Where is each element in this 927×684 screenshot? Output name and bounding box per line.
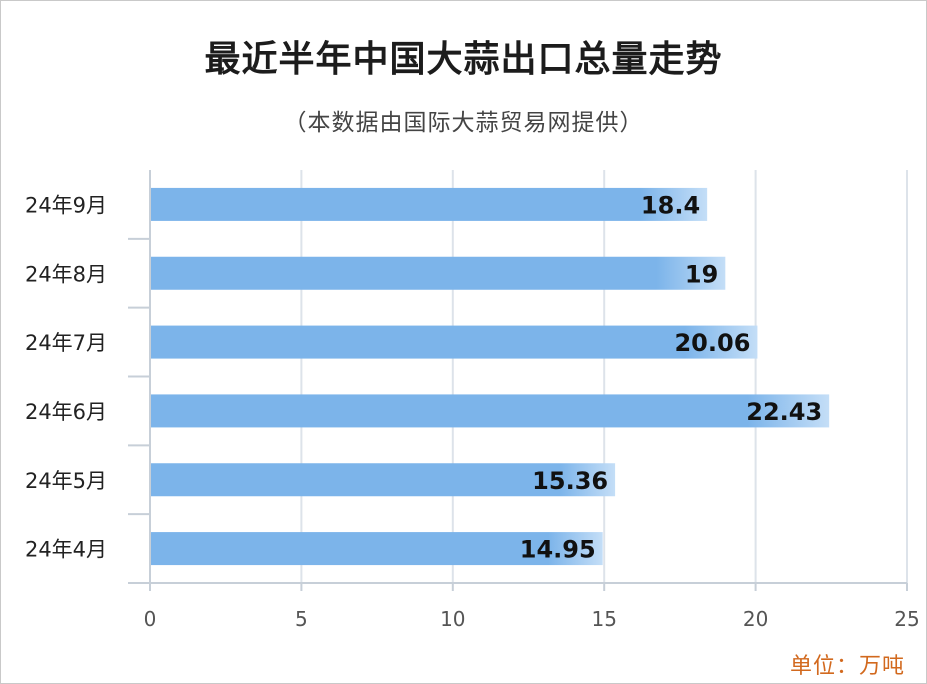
x-tick-label: 10 — [440, 607, 465, 631]
grid-lines — [300, 170, 908, 583]
category-label: 24年8月 — [25, 262, 107, 286]
bar — [151, 394, 830, 428]
bars — [151, 187, 830, 566]
category-label: 24年4月 — [25, 538, 107, 562]
chart-title: 最近半年中国大蒜出口总量走势 — [204, 39, 723, 80]
bar-value-label: 15.36 — [532, 467, 608, 495]
chart-subtitle: （本数据由国际大蒜贸易网提供） — [283, 110, 644, 136]
x-tick-label: 25 — [894, 607, 919, 631]
bar — [151, 256, 726, 290]
category-label: 24年5月 — [25, 469, 107, 493]
bar-value-label: 19 — [685, 260, 718, 288]
bar-value-label: 14.95 — [520, 536, 596, 564]
bar-value-label: 22.43 — [746, 398, 822, 426]
x-tick-label: 5 — [295, 607, 308, 631]
x-tick-label: 15 — [591, 607, 616, 631]
labels: 0 5 10 15 20 25 24年9月 18.4 24年8月 19 24年7月 20.06 24年6… — [25, 191, 920, 631]
unit-label: 单位：万吨 — [789, 654, 905, 679]
axes — [128, 170, 908, 591]
bar-value-label: 20.06 — [674, 329, 750, 357]
bar-value-label: 18.4 — [641, 191, 700, 219]
x-tick-label: 20 — [743, 607, 768, 631]
category-label: 24年6月 — [25, 400, 107, 424]
bar — [151, 325, 758, 359]
bar — [151, 187, 708, 221]
category-label: 24年9月 — [25, 193, 107, 217]
bar — [151, 463, 616, 497]
bar — [151, 532, 603, 566]
category-label: 24年7月 — [25, 331, 107, 355]
x-tick-label: 0 — [144, 607, 157, 631]
